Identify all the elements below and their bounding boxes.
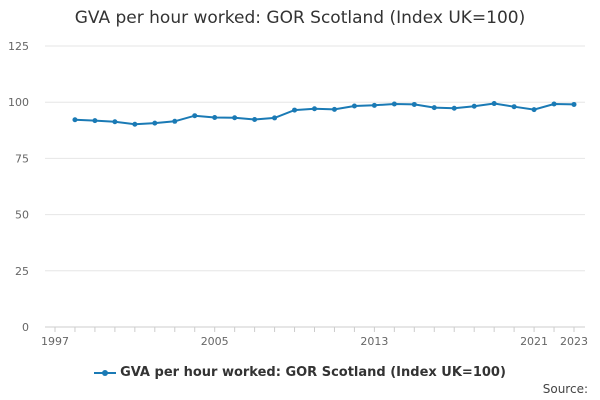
data-point[interactable] (112, 119, 118, 125)
data-point[interactable] (172, 118, 178, 124)
data-point[interactable] (411, 101, 417, 107)
series-line (74, 102, 575, 126)
data-point[interactable] (431, 105, 437, 111)
data-point[interactable] (72, 117, 78, 123)
data-point[interactable] (391, 101, 397, 107)
chart-title: GVA per hour worked: GOR Scotland (Index… (74, 8, 526, 28)
y-tick-label: 50 (15, 209, 29, 222)
source-label: Source: (542, 382, 588, 396)
data-point[interactable] (531, 107, 537, 113)
data-point[interactable] (232, 115, 238, 121)
x-tick-label: 1997 (41, 335, 69, 348)
data-point[interactable] (511, 104, 517, 110)
y-tick-label: 0 (22, 321, 29, 334)
data-point[interactable] (132, 121, 138, 127)
data-point[interactable] (331, 106, 337, 112)
x-tick-label: 2013 (360, 335, 388, 348)
y-tick-label: 75 (15, 152, 29, 165)
data-point[interactable] (272, 115, 278, 121)
data-point[interactable] (312, 106, 317, 112)
x-tick-label: 2021 (520, 335, 548, 348)
y-tick-label: 25 (15, 265, 29, 278)
data-point[interactable] (371, 102, 377, 108)
legend[interactable]: GVA per hour worked: GOR Scotland (Index… (0, 365, 600, 380)
x-tick-label: 2005 (201, 335, 229, 348)
data-point[interactable] (192, 113, 198, 119)
data-point[interactable] (471, 103, 477, 109)
data-point[interactable] (252, 117, 258, 123)
legend-label: GVA per hour worked: GOR Scotland (Index… (120, 365, 506, 380)
x-tick-label: 2023 (560, 335, 588, 348)
data-point[interactable] (292, 107, 298, 113)
data-point[interactable] (551, 101, 557, 107)
legend-swatch (94, 368, 117, 378)
data-point[interactable] (451, 105, 457, 111)
data-point[interactable] (92, 118, 98, 124)
data-point[interactable] (491, 101, 497, 107)
data-point[interactable] (571, 101, 577, 107)
y-tick-label: 100 (8, 96, 29, 109)
data-point[interactable] (212, 114, 218, 120)
y-tick-label: 125 (8, 40, 29, 53)
data-point[interactable] (152, 120, 158, 126)
data-point[interactable] (351, 103, 357, 109)
